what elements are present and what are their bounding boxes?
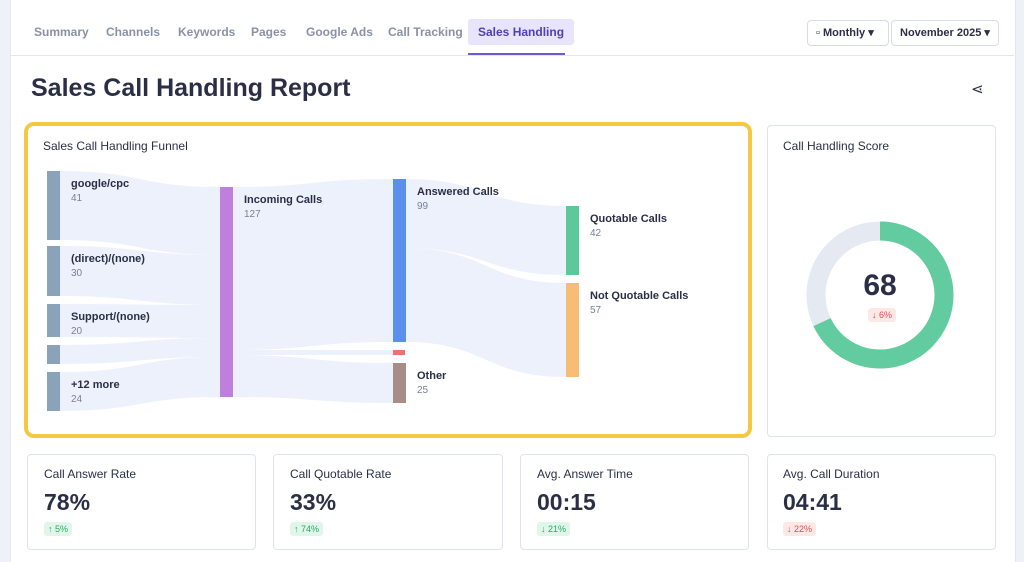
tab[interactable]: Google Ads [306,25,373,39]
page-title: Sales Call Handling Report [31,74,351,102]
funnel-node [47,171,60,240]
month: November 2025 [900,27,982,39]
node-label: (direct)/(none) [71,253,145,265]
bar-segment [47,345,60,364]
funnel-title: Sales Call Handling Funnel [43,139,188,153]
node-value: 30 [71,268,83,279]
flow [233,350,393,355]
node-label: Support/(none) [71,311,150,323]
share-icon[interactable]: ⋖ [971,81,984,98]
period: Monthly [822,27,866,39]
funnel-node [220,187,233,397]
flow [60,338,220,364]
bar-segment [393,350,405,355]
kpi-value: 78% [44,489,91,515]
node-value: 25 [417,385,429,396]
node-label: Other [417,370,447,382]
kpi-change: ↑ 74% [290,522,324,536]
period-dropdown[interactable]: ▫ Monthly ▾ [807,20,889,46]
node-label: Not Quotable Calls [590,290,688,302]
node-label: +12 more [71,379,120,391]
kpi-change: ↑ 5% [44,522,73,536]
score-title: Call Handling Score [783,139,890,153]
tab-active[interactable]: Sales Handling [468,19,575,45]
score-card [767,125,996,437]
kpi-label: Avg. Call Duration [783,467,880,481]
kpi-label: Avg. Answer Time [537,467,633,481]
node-value: 20 [71,326,83,337]
tab[interactable]: Keywords [178,25,236,39]
node-value: 127 [244,209,261,220]
nav-bar [10,0,1014,56]
funnel-node [566,283,579,377]
kpi-label: Call Quotable Rate [290,467,392,481]
kpi-value: 00:15 [537,489,596,515]
score-value: 68 [863,269,896,302]
funnel-node [393,363,406,403]
tab[interactable]: Channels [106,25,161,39]
node-value: 99 [417,201,429,212]
flow [60,357,220,411]
flow [60,304,220,338]
funnel-node [393,179,406,342]
flow [405,248,566,377]
funnel-node [47,304,60,337]
node-value: 41 [71,193,83,204]
flow [60,171,220,255]
kpi-label: Call Answer Rate [44,467,137,481]
node-value: 42 [590,228,602,239]
kpi-value: 04:41 [783,489,842,515]
kpi-value: 33% [290,489,337,515]
tab[interactable]: Call Tracking [388,25,463,39]
tab-underline [468,53,565,55]
flow [60,246,220,305]
month-dropdown[interactable]: November 2025 ▾ [891,20,999,46]
node-label: Incoming Calls [244,194,322,206]
funnel-node [47,246,60,296]
node-value: 24 [71,394,83,405]
kpi-change: ↓ 21% [537,522,571,536]
funnel-node [566,206,579,275]
kpi-change: ↓ 22% [783,522,817,536]
tab[interactable]: Summary [34,25,89,39]
tab[interactable]: Pages [251,25,287,39]
donut-arc [806,221,954,369]
flow [233,179,393,350]
node-label: Answered Calls [417,186,499,198]
node-label: google/cpc [71,178,129,190]
node-label: Quotable Calls [590,213,667,225]
score-change: ↓ 6% [868,308,897,322]
funnel-node [47,372,60,411]
flow [405,179,566,275]
node-value: 57 [590,305,602,316]
flow [233,355,393,403]
